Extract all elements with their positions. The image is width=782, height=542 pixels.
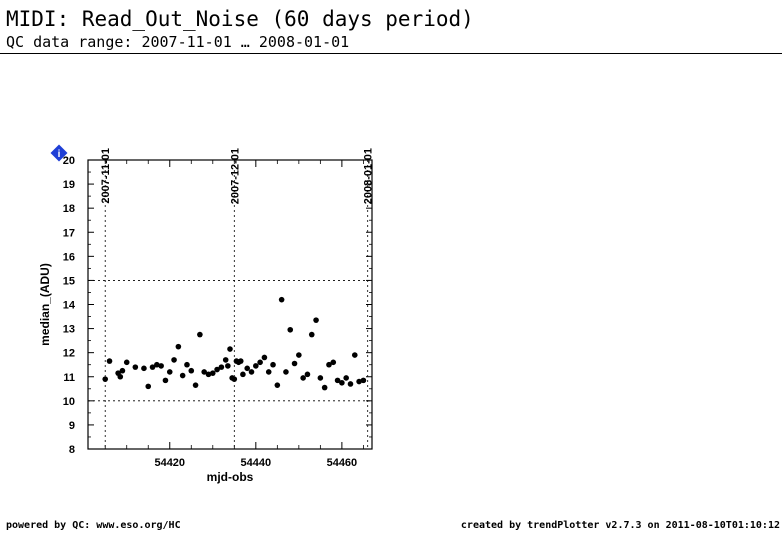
data-point bbox=[253, 363, 259, 369]
info-icon-label: i bbox=[58, 149, 61, 160]
data-point bbox=[222, 357, 229, 363]
footer-powered-by: powered by QC: www.eso.org/HC bbox=[6, 520, 181, 531]
data-point bbox=[184, 361, 190, 368]
data-point bbox=[209, 370, 216, 376]
data-point bbox=[149, 364, 156, 370]
data-point bbox=[145, 383, 152, 390]
data-point bbox=[339, 379, 345, 386]
data-point bbox=[158, 363, 164, 369]
page-subtitle: QC data range: 2007-11-01 … 2008-01-01 bbox=[6, 33, 350, 51]
data-point bbox=[360, 377, 367, 384]
data-point bbox=[326, 361, 332, 368]
data-point bbox=[308, 331, 315, 338]
x-tick-label-0: 54420 bbox=[154, 457, 185, 469]
data-point bbox=[244, 365, 251, 372]
data-point bbox=[102, 376, 109, 382]
data-point bbox=[270, 361, 276, 368]
data-point bbox=[317, 375, 324, 381]
data-point bbox=[296, 352, 302, 358]
data-point bbox=[240, 371, 246, 378]
data-point bbox=[205, 371, 212, 378]
date-marker-label-0: 2007-11-01 bbox=[100, 148, 112, 204]
y-tick-label-4: 12 bbox=[63, 348, 75, 360]
data-point bbox=[330, 359, 337, 366]
data-point bbox=[201, 369, 207, 375]
data-point bbox=[192, 382, 199, 388]
data-point bbox=[291, 360, 298, 367]
y-tick-label-0: 8 bbox=[69, 444, 75, 456]
x-tick-label-2: 54460 bbox=[327, 457, 358, 469]
data-point bbox=[343, 375, 349, 381]
data-point bbox=[171, 357, 177, 363]
data-point bbox=[265, 369, 272, 375]
y-tick-label-8: 16 bbox=[63, 251, 75, 263]
y-tick-label-1: 9 bbox=[69, 420, 75, 432]
date-marker-label-1: 2007-12-01 bbox=[229, 148, 241, 204]
data-point bbox=[132, 364, 139, 370]
footer-created-by: created by trendPlotter v2.7.3 on 2011-0… bbox=[460, 520, 780, 531]
y-tick-label-5: 13 bbox=[63, 324, 75, 336]
date-marker-label-2: 2008-01-01 bbox=[363, 148, 375, 204]
data-point bbox=[162, 377, 169, 384]
data-point bbox=[313, 317, 319, 323]
y-tick-label-11: 19 bbox=[63, 179, 75, 191]
data-point bbox=[106, 358, 113, 364]
data-point bbox=[141, 365, 147, 372]
data-point bbox=[225, 363, 231, 369]
data-point bbox=[261, 354, 268, 361]
data-point bbox=[274, 382, 281, 388]
data-point bbox=[334, 377, 341, 384]
data-point bbox=[166, 369, 173, 375]
y-tick-label-2: 10 bbox=[63, 396, 75, 408]
data-point bbox=[304, 371, 311, 378]
data-point bbox=[123, 359, 130, 366]
header-divider bbox=[0, 53, 782, 54]
y-axis-label: median_(ADU) bbox=[38, 263, 52, 346]
y-tick-label-9: 17 bbox=[63, 227, 75, 239]
y-tick-label-12: 20 bbox=[63, 155, 75, 167]
data-point bbox=[257, 359, 263, 366]
data-point bbox=[287, 326, 294, 333]
data-point bbox=[300, 375, 306, 381]
y-tick-label-10: 18 bbox=[63, 203, 75, 215]
data-point bbox=[227, 346, 233, 352]
data-point bbox=[175, 343, 182, 350]
data-point bbox=[188, 367, 195, 374]
x-tick-label-1: 54440 bbox=[241, 457, 272, 469]
data-point bbox=[179, 372, 186, 379]
data-point bbox=[321, 384, 328, 391]
y-tick-label-3: 11 bbox=[63, 372, 75, 384]
data-point bbox=[248, 369, 255, 375]
x-axis-label: mjd-obs bbox=[207, 470, 254, 484]
y-tick-label-7: 15 bbox=[63, 275, 75, 287]
data-point bbox=[283, 369, 289, 375]
data-point bbox=[119, 367, 126, 374]
data-point bbox=[197, 331, 203, 338]
page-title: MIDI: Read_Out_Noise (60 days period) bbox=[6, 7, 474, 31]
data-point bbox=[351, 352, 358, 358]
data-point bbox=[231, 376, 238, 382]
y-tick-label-6: 14 bbox=[63, 300, 76, 312]
data-point bbox=[218, 364, 225, 370]
data-point bbox=[278, 296, 285, 303]
data-point bbox=[237, 358, 244, 364]
data-point bbox=[356, 378, 362, 385]
data-point bbox=[117, 373, 124, 380]
data-point bbox=[214, 366, 220, 373]
data-point bbox=[154, 361, 160, 368]
data-point bbox=[347, 381, 354, 387]
